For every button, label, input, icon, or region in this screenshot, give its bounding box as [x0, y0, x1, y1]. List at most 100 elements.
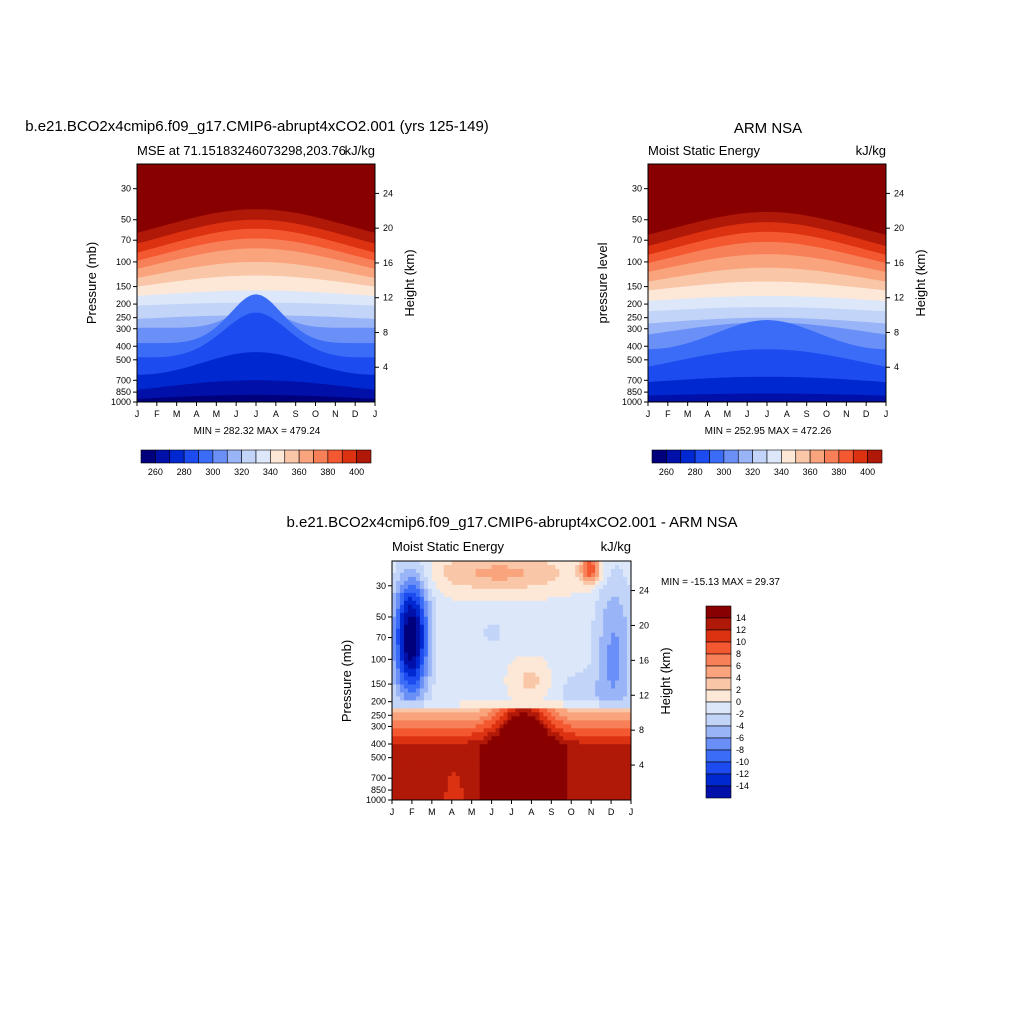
- y2-tick-label: 8: [894, 327, 899, 337]
- diff-cell: [427, 708, 433, 713]
- diff-cell: [451, 768, 457, 773]
- diff-cell: [503, 784, 509, 789]
- panel-diff-units: kJ/kg: [601, 539, 631, 554]
- diff-cell: [511, 608, 516, 614]
- diff-cell: [619, 668, 624, 674]
- diff-cell: [587, 576, 592, 582]
- diff-cell: [503, 756, 509, 761]
- colorbar-cell: [327, 449, 343, 464]
- diff-cell: [559, 788, 564, 793]
- diff-cell: [559, 736, 564, 741]
- diff-cell: [607, 632, 612, 638]
- diff-cell: [579, 584, 584, 590]
- diff-cell: [527, 728, 532, 733]
- diff-cell: [399, 652, 405, 658]
- diff-cell: [535, 608, 540, 614]
- diff-cell: [463, 576, 469, 582]
- diff-cell: [479, 764, 485, 769]
- diff-cell: [415, 561, 421, 566]
- diff-cell: [395, 776, 401, 781]
- diff-cell: [395, 668, 401, 674]
- diff-cell: [531, 744, 536, 749]
- diff-cell: [579, 624, 584, 630]
- diff-cell: [395, 616, 401, 622]
- diff-cell: [467, 760, 473, 765]
- diff-cell: [483, 720, 489, 725]
- diff-cell: [587, 660, 592, 666]
- diff-cell: [599, 788, 604, 793]
- diff-cell: [603, 592, 608, 598]
- diff-cell: [615, 672, 620, 678]
- diff-cell: [435, 640, 441, 646]
- diff-cell: [591, 620, 596, 626]
- diff-cell: [555, 716, 560, 721]
- diff-cell: [535, 764, 540, 769]
- diff-cell: [519, 732, 524, 737]
- colorbar-label: 360: [292, 467, 307, 477]
- diff-cell: [591, 740, 596, 745]
- diff-cell: [599, 724, 604, 729]
- diff-cell: [487, 676, 493, 681]
- diff-cell: [507, 656, 512, 662]
- diff-cell: [615, 584, 620, 590]
- diff-cell: [451, 776, 457, 781]
- diff-cell: [567, 728, 572, 733]
- diff-cell: [531, 664, 536, 670]
- y-tick-label: 300: [627, 324, 642, 334]
- colorbar-label: -10: [736, 757, 749, 767]
- diff-cell: [539, 724, 544, 729]
- diff-cell: [543, 616, 548, 622]
- diff-cell: [619, 561, 624, 566]
- diff-cell: [611, 704, 616, 709]
- diff-cell: [507, 752, 512, 757]
- diff-cell: [547, 764, 552, 769]
- diff-cell: [619, 708, 624, 713]
- diff-cell: [555, 624, 560, 630]
- diff-cell: [415, 772, 421, 777]
- diff-cell: [419, 596, 425, 602]
- diff-cell: [579, 704, 584, 709]
- diff-cell: [567, 668, 572, 674]
- diff-cell: [523, 604, 528, 610]
- diff-cell: [547, 620, 552, 626]
- diff-cell: [579, 784, 584, 789]
- y2-tick-label: 4: [383, 362, 388, 372]
- diff-cell: [503, 796, 509, 801]
- diff-cell: [535, 720, 540, 725]
- diff-cell: [599, 568, 604, 574]
- diff-cell: [567, 764, 572, 769]
- diff-cell: [467, 588, 473, 594]
- diff-cell: [623, 736, 628, 741]
- diff-cell: [551, 668, 556, 674]
- diff-cell: [555, 724, 560, 729]
- diff-cell: [423, 624, 429, 630]
- diff-cell: [511, 760, 516, 765]
- diff-cell: [495, 592, 501, 598]
- diff-cell: [499, 672, 505, 678]
- diff-cell: [515, 600, 520, 606]
- diff-cell: [591, 752, 596, 757]
- diff-cell: [583, 784, 588, 789]
- diff-cell: [583, 624, 588, 630]
- diff-cell: [595, 708, 600, 713]
- diff-cell: [403, 632, 409, 638]
- diff-cell: [519, 596, 524, 602]
- diff-cell: [431, 632, 437, 638]
- diff-cell: [607, 628, 612, 634]
- diff-cell: [607, 620, 612, 626]
- diff-cell: [611, 561, 616, 566]
- diff-cell: [451, 740, 457, 745]
- diff-cell: [511, 672, 516, 678]
- diff-cell: [411, 576, 417, 582]
- diff-cell: [487, 628, 493, 634]
- diff-cell: [451, 640, 457, 646]
- diff-cell: [395, 636, 401, 642]
- diff-cell: [547, 768, 552, 773]
- diff-cell: [515, 748, 520, 753]
- diff-cell: [467, 752, 473, 757]
- diff-cell: [479, 612, 485, 618]
- diff-cell: [431, 568, 437, 574]
- diff-cell: [575, 748, 580, 753]
- diff-cell: [443, 692, 449, 697]
- diff-cell: [431, 644, 437, 650]
